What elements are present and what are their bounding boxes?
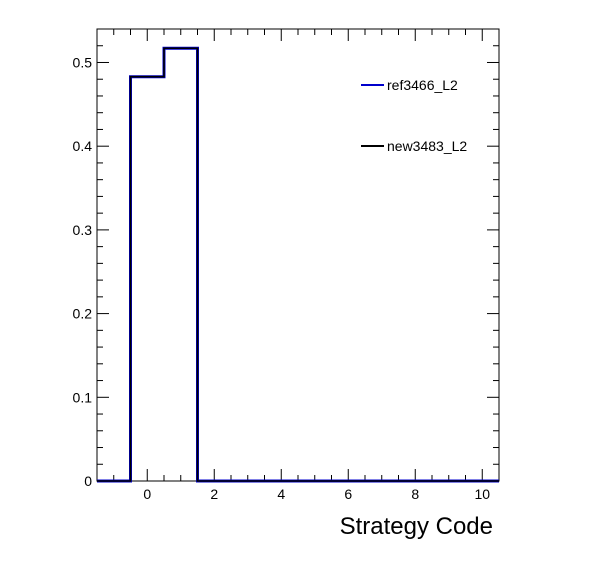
series-step-new3483_L2	[97, 47, 499, 482]
axis-tick-labels: 0 2 4 6 8 10 0 0.1 0.2 0.3 0.4 0.5	[73, 54, 491, 502]
legend-label-new3483_L2: new3483_L2	[387, 138, 467, 154]
y-tick-label: 0.4	[73, 138, 93, 154]
series-step-ref3466_L2	[97, 46, 499, 483]
legend-label-ref3466_L2: ref3466_L2	[387, 77, 458, 93]
axis-ticks	[96, 28, 500, 482]
histogram-series	[97, 46, 499, 483]
y-tick-label: 0.1	[73, 389, 93, 405]
plot-frame	[96, 28, 500, 482]
legend: ref3466_L2 new3483_L2	[361, 77, 467, 154]
x-tick-label: 2	[210, 486, 218, 502]
y-tick-label: 0.2	[73, 306, 93, 322]
x-tick-label: 0	[143, 486, 151, 502]
x-axis-title: Strategy Code	[340, 513, 493, 540]
x-tick-label: 10	[474, 486, 490, 502]
y-tick-label: 0	[84, 473, 92, 489]
x-tick-label: 4	[277, 486, 285, 502]
y-tick-label: 0.3	[73, 222, 93, 238]
x-tick-label: 6	[344, 486, 352, 502]
y-tick-label: 0.5	[73, 54, 93, 70]
x-tick-label: 8	[411, 486, 419, 502]
